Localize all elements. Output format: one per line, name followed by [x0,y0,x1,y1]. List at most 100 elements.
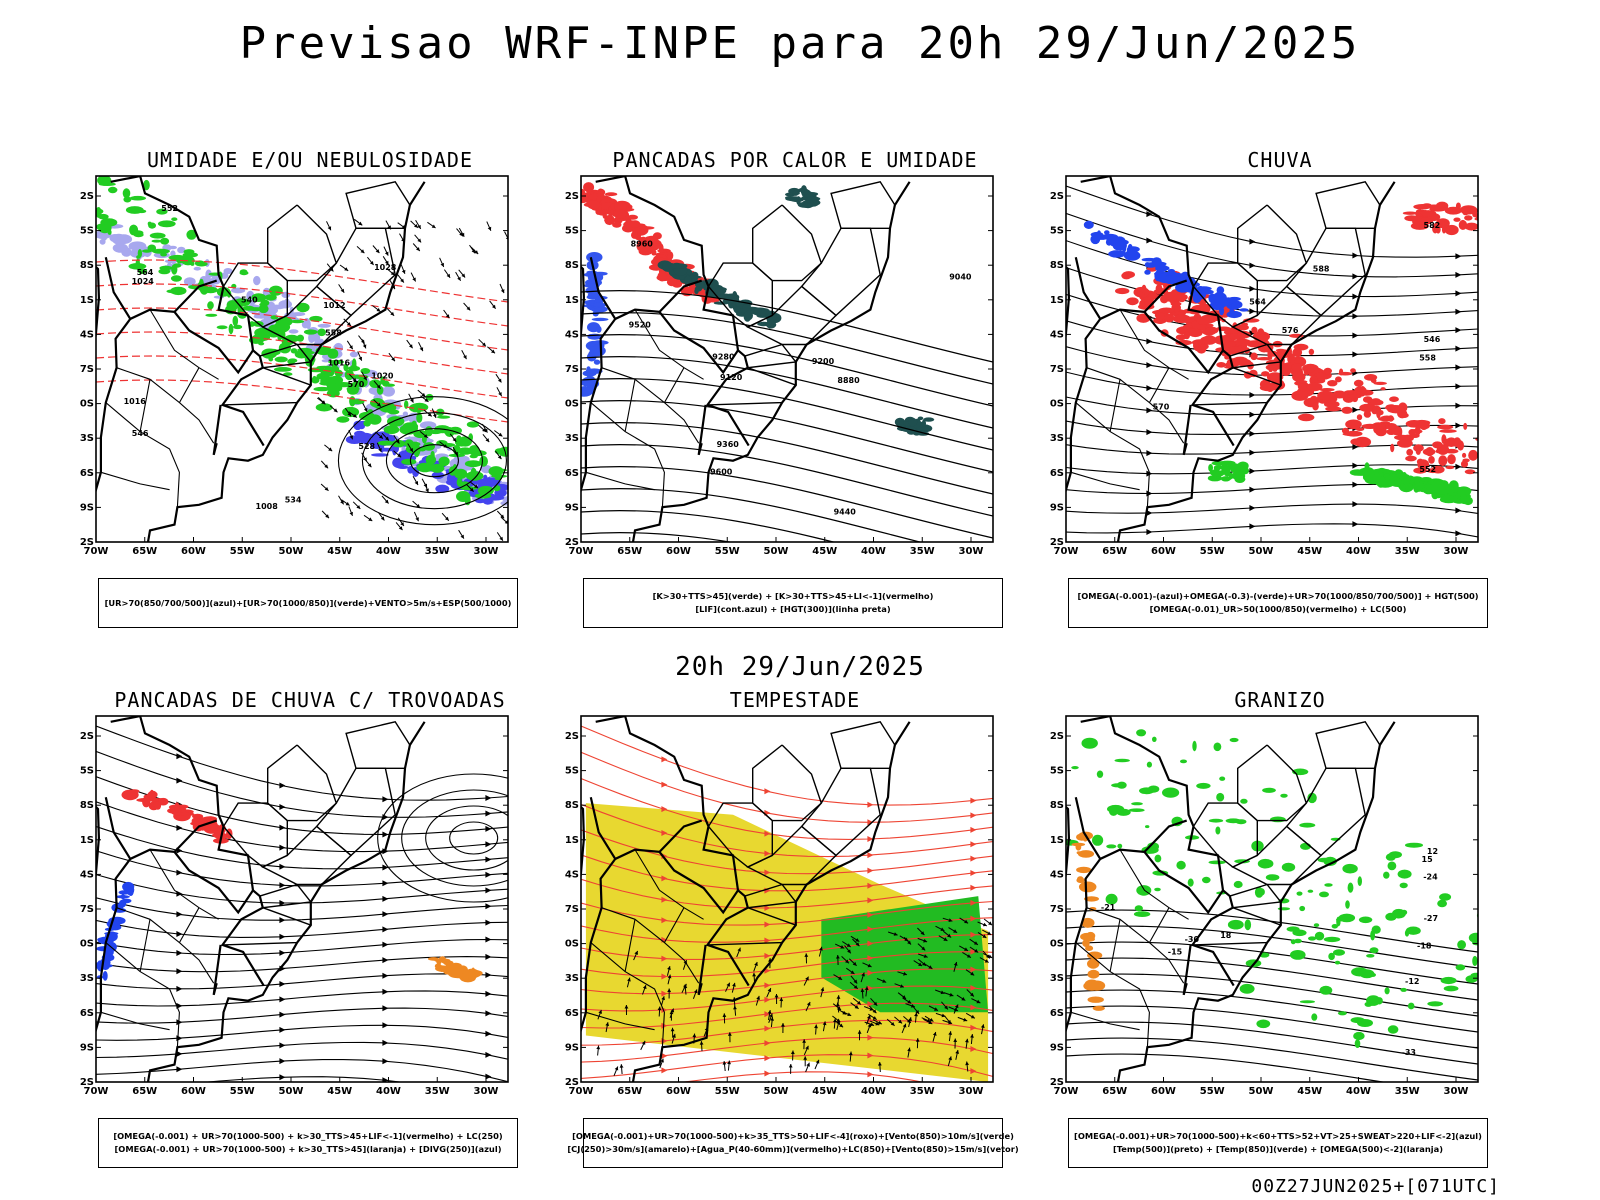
rain-red-area [1464,469,1476,475]
temp850-green-contour [1405,842,1423,848]
contour-label: 9440 [834,507,857,516]
wind-vector-head [432,413,437,418]
temp850-green-contour [1187,878,1194,887]
wind-vector-head [949,992,954,997]
lon-label: 45W [812,1086,837,1097]
temp850-green-contour [1314,931,1325,941]
temp850-green-contour [1162,787,1180,798]
rain-red-area [1445,465,1455,470]
panel-umidade: UMIDADE E/OU NEBULOSIDADE 1012 1016 1020 10… [80,148,540,628]
wind-vector-head [482,342,486,347]
temp850-green-contour [1333,949,1345,956]
pressure-contour [337,396,508,526]
rain-green-area [1372,468,1391,473]
streamline-arrow [1146,211,1153,218]
streamline-arrow [279,933,286,940]
lon-label: 40W [1346,1086,1371,1097]
wind-vector-head [872,1009,877,1014]
temp850-green-contour [1369,947,1379,954]
streamline-arrow [279,949,286,956]
province-border [149,849,219,920]
rain-blue-area [1192,294,1202,303]
lat-label: 30S [80,399,94,410]
temp850-green-contour [1116,781,1127,789]
wind-vector-head [806,1062,810,1067]
rain-red-area [1324,400,1340,408]
country-border [581,318,617,494]
streamline-arrow [279,782,286,789]
streamline-arrow [382,926,389,933]
state-border [1192,262,1259,328]
lat-label: 33S [565,433,579,444]
humidity-green-contour [269,285,283,296]
country-border [1143,851,1224,915]
streamline-arrow [1352,406,1359,413]
wind-vector-head [857,1030,862,1034]
humidity-green-contour [273,321,291,333]
lif-blue-contour [581,389,593,397]
lat-label: 15S [565,226,579,237]
lon-label: 60W [666,1086,691,1097]
streamline-arrow [764,850,771,857]
humidity-dark-fill [407,466,414,474]
humidity-green-contour [239,270,249,276]
lat-label: 42S [80,537,94,548]
streamline-arrow [1352,313,1359,320]
lon-label: 35W [1395,546,1420,557]
lat-label: 12S [1050,191,1064,202]
rain-red-area [1428,456,1435,464]
rain-blue-area [1162,275,1181,285]
lif-blue-contour [593,359,601,365]
wind-vector-head [727,1032,732,1036]
lon-label: 65W [617,1086,642,1097]
wind-vector-head [840,945,845,949]
wind-vector-head [605,1022,610,1026]
temp850-green-contour [1131,802,1143,806]
wind-vector-head [893,932,898,936]
contour-label: 1008 [256,502,279,511]
thunder-red-area [142,796,151,808]
wind-vector-head [443,444,448,448]
wind-vector-head [953,929,958,933]
thickness-contour [96,307,508,351]
hgt300-contour [581,377,993,451]
divg-blue-area [128,888,134,896]
humidity-green-contour [149,232,166,239]
humidity-green-contour [147,244,157,252]
hgt300-contour [581,355,993,429]
temp850-green-contour [1324,883,1333,887]
wind-vector-head [733,1005,737,1010]
temp850-green-contour [1497,1031,1506,1035]
lat-label: 15S [565,766,579,777]
omega-orange-area [1077,876,1084,881]
rain-green-area [1230,463,1241,473]
contour-label: 9600 [710,468,733,477]
humidity-green-contour [129,195,146,201]
hgt300-contour [581,531,734,542]
contour-label: 9200 [812,357,835,366]
wind-vector-head [376,402,381,407]
streamline-arrow [1146,429,1153,436]
rain-red-area [1350,438,1362,446]
contour-label: 582 [1424,221,1441,230]
streamline [1066,293,1478,337]
humidity-green-contour [290,348,298,354]
wind-vector-head [926,1018,931,1023]
humidity-green-contour [108,186,118,194]
wind-vector-head [970,1034,974,1038]
streamline [96,973,508,990]
humidity-blue-fill [500,500,508,506]
streamline-arrow [867,1000,874,1007]
temp850-green-contour [1353,1031,1365,1041]
wind-vector-head [836,1018,841,1023]
lc850-streamline [581,751,993,823]
streamline-arrow [970,915,977,922]
wind-vector-head [410,398,414,403]
lon-label: 70W [84,546,109,557]
rain-red-area [1435,449,1441,454]
country-border [1066,318,1102,494]
lat-label: 12S [80,191,94,202]
wind-vector-head [380,516,385,521]
humidity-green-contour [466,421,479,428]
wind-vector-head [907,999,912,1004]
